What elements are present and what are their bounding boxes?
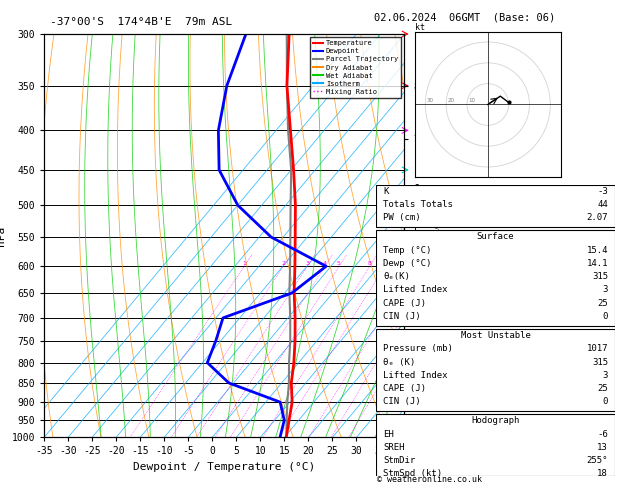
- Text: StmDir: StmDir: [383, 456, 416, 465]
- Bar: [376, 230, 615, 326]
- Legend: Temperature, Dewpoint, Parcel Trajectory, Dry Adiabat, Wet Adiabat, Isotherm, Mi: Temperature, Dewpoint, Parcel Trajectory…: [310, 37, 401, 98]
- Text: 10: 10: [381, 261, 389, 266]
- Text: Lifted Index: Lifted Index: [383, 285, 448, 295]
- Text: -3: -3: [598, 187, 608, 196]
- Text: 15: 15: [409, 261, 417, 266]
- Text: SREH: SREH: [383, 443, 405, 452]
- Text: 315: 315: [592, 358, 608, 366]
- Text: 13: 13: [598, 443, 608, 452]
- Text: CAPE (J): CAPE (J): [383, 384, 426, 393]
- Text: 15.4: 15.4: [586, 245, 608, 255]
- Text: 3: 3: [305, 261, 309, 266]
- Text: 8: 8: [368, 261, 372, 266]
- Text: 3: 3: [603, 371, 608, 380]
- Text: 2.07: 2.07: [586, 213, 608, 222]
- Text: 10: 10: [468, 98, 475, 104]
- Text: 25: 25: [598, 384, 608, 393]
- Text: © weatheronline.co.uk: © weatheronline.co.uk: [377, 474, 482, 484]
- Bar: [376, 185, 615, 227]
- Text: 18: 18: [598, 469, 608, 478]
- Text: Totals Totals: Totals Totals: [383, 200, 453, 209]
- Text: -6: -6: [598, 430, 608, 439]
- Text: 02.06.2024  06GMT  (Base: 06): 02.06.2024 06GMT (Base: 06): [374, 12, 555, 22]
- Text: -37°00'S  174°4B'E  79m ASL: -37°00'S 174°4B'E 79m ASL: [50, 17, 233, 27]
- Text: 20: 20: [447, 98, 454, 104]
- Text: 0: 0: [603, 397, 608, 406]
- Text: Hodograph: Hodograph: [472, 417, 520, 425]
- Text: LCL: LCL: [409, 433, 424, 442]
- Text: 4: 4: [323, 261, 327, 266]
- Text: 3: 3: [603, 285, 608, 295]
- X-axis label: Dewpoint / Temperature (°C): Dewpoint / Temperature (°C): [133, 462, 315, 472]
- Text: CAPE (J): CAPE (J): [383, 299, 426, 308]
- Text: EH: EH: [383, 430, 394, 439]
- Y-axis label: hPa: hPa: [0, 226, 6, 246]
- Text: 2: 2: [281, 261, 285, 266]
- Text: 5: 5: [337, 261, 341, 266]
- Text: PW (cm): PW (cm): [383, 213, 421, 222]
- Text: 44: 44: [598, 200, 608, 209]
- Bar: [376, 329, 615, 411]
- Text: 255°: 255°: [586, 456, 608, 465]
- Text: Pressure (mb): Pressure (mb): [383, 344, 453, 353]
- Text: 0: 0: [603, 312, 608, 321]
- Text: Lifted Index: Lifted Index: [383, 371, 448, 380]
- Text: StmSpd (kt): StmSpd (kt): [383, 469, 442, 478]
- Text: 30: 30: [426, 98, 433, 104]
- Text: 1: 1: [242, 261, 246, 266]
- Text: θₑ (K): θₑ (K): [383, 358, 416, 366]
- Text: K: K: [383, 187, 389, 196]
- Text: 1017: 1017: [586, 344, 608, 353]
- Text: 25: 25: [598, 299, 608, 308]
- Text: Dewp (°C): Dewp (°C): [383, 259, 431, 268]
- Text: Surface: Surface: [477, 232, 515, 242]
- Text: CIN (J): CIN (J): [383, 312, 421, 321]
- Text: Most Unstable: Most Unstable: [460, 331, 531, 340]
- Bar: [376, 414, 615, 476]
- Text: 14.1: 14.1: [586, 259, 608, 268]
- Text: Mixing Ratio (g/kg): Mixing Ratio (g/kg): [433, 188, 442, 283]
- Y-axis label: km
ASL: km ASL: [425, 236, 442, 257]
- Text: kt: kt: [415, 22, 425, 32]
- Text: Temp (°C): Temp (°C): [383, 245, 431, 255]
- Text: CIN (J): CIN (J): [383, 397, 421, 406]
- Text: 315: 315: [592, 272, 608, 281]
- Text: θₑ(K): θₑ(K): [383, 272, 410, 281]
